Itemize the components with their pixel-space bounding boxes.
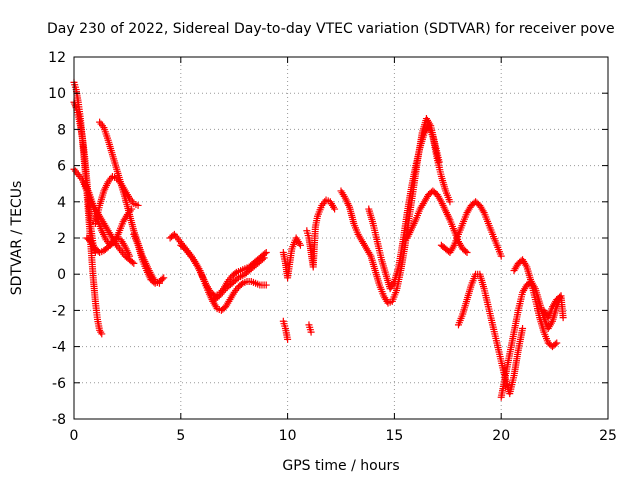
series-s8 bbox=[130, 230, 168, 287]
y-tick-label: -4 bbox=[52, 340, 66, 356]
series-s14 bbox=[303, 196, 339, 271]
y-tick-label: 8 bbox=[57, 122, 66, 138]
y-axis-label: SDTVAR / TECUs bbox=[9, 181, 25, 296]
series-s11 bbox=[209, 254, 268, 305]
data-point bbox=[307, 328, 315, 336]
data-point bbox=[128, 258, 136, 266]
y-tick-label: 2 bbox=[57, 231, 66, 247]
data-point bbox=[446, 198, 454, 206]
x-tick-label: 20 bbox=[492, 428, 510, 444]
data-point bbox=[497, 252, 505, 260]
y-tick-label: -2 bbox=[52, 303, 66, 319]
series-s12 bbox=[279, 234, 304, 282]
data-point bbox=[231, 270, 239, 278]
data-points bbox=[70, 78, 567, 401]
data-point bbox=[262, 281, 270, 289]
data-point bbox=[98, 330, 106, 338]
data-point bbox=[130, 259, 138, 267]
data-point bbox=[262, 248, 270, 256]
y-axis-ticks: -8 -6 -4 -2 0 2 4 6 8 10 12 bbox=[48, 50, 608, 428]
y-tick-label: -8 bbox=[52, 412, 66, 428]
series-s15 bbox=[305, 321, 315, 336]
data-point bbox=[260, 254, 268, 262]
series-s23 bbox=[540, 292, 567, 322]
x-axis-ticks: 0 5 10 15 20 25 bbox=[70, 57, 617, 444]
series-s2 bbox=[70, 98, 99, 256]
y-tick-label: 0 bbox=[57, 267, 66, 283]
y-tick-label: 6 bbox=[57, 159, 66, 175]
series-s19 bbox=[437, 198, 505, 260]
data-point bbox=[551, 340, 559, 348]
data-point bbox=[559, 314, 567, 322]
data-point bbox=[237, 280, 245, 288]
data-point bbox=[261, 250, 269, 258]
series-s7 bbox=[83, 234, 134, 260]
y-tick-label: 12 bbox=[48, 50, 66, 66]
data-point bbox=[233, 275, 241, 283]
data-point bbox=[214, 293, 222, 301]
x-tick-label: 0 bbox=[70, 428, 79, 444]
y-tick-label: -6 bbox=[52, 376, 66, 392]
data-point bbox=[97, 328, 105, 336]
x-tick-label: 15 bbox=[385, 428, 403, 444]
series-s17 bbox=[365, 122, 454, 293]
data-point bbox=[134, 201, 142, 209]
x-axis-label: GPS time / hours bbox=[282, 458, 399, 474]
x-tick-label: 25 bbox=[599, 428, 617, 444]
data-point bbox=[463, 248, 471, 256]
data-point bbox=[331, 205, 339, 213]
chart-title: Day 230 of 2022, Sidereal Day-to-day VTE… bbox=[47, 21, 615, 37]
x-tick-label: 5 bbox=[176, 428, 185, 444]
series-s6 bbox=[91, 172, 142, 228]
data-point bbox=[126, 252, 134, 260]
series-s13 bbox=[279, 317, 292, 343]
series-s18 bbox=[403, 187, 471, 256]
data-point bbox=[462, 247, 470, 255]
y-tick-label: 10 bbox=[48, 86, 66, 102]
series-s22 bbox=[510, 256, 561, 351]
x-tick-label: 10 bbox=[279, 428, 297, 444]
data-point bbox=[158, 275, 166, 283]
data-point bbox=[296, 241, 304, 249]
data-point bbox=[259, 255, 267, 263]
data-point bbox=[284, 335, 292, 343]
data-point bbox=[519, 325, 527, 332]
data-point bbox=[553, 339, 561, 347]
grid bbox=[74, 57, 608, 419]
series-s20 bbox=[454, 270, 527, 398]
data-point bbox=[160, 274, 168, 282]
y-tick-label: 4 bbox=[57, 195, 66, 211]
